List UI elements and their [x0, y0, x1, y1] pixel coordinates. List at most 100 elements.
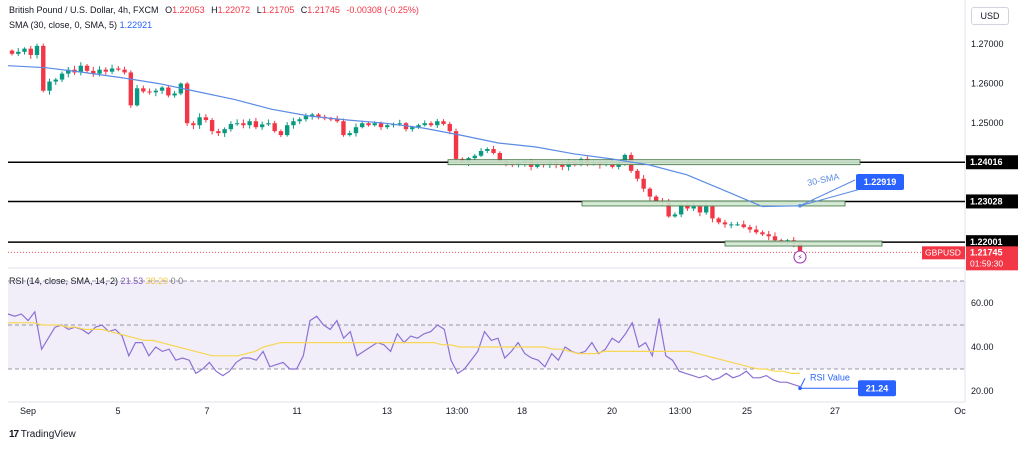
- candle-body: [766, 234, 771, 237]
- price-tick-label: 1.25000: [971, 118, 1004, 128]
- level-price-tag: [966, 194, 1018, 209]
- rsi-annotation-label: RSI Value: [810, 372, 850, 382]
- candle-body: [203, 117, 209, 121]
- open-label: O: [165, 5, 173, 15]
- candle-body: [197, 117, 202, 126]
- sma-line: [7, 65, 801, 208]
- candle-body: [266, 123, 271, 125]
- candle-body: [428, 123, 434, 126]
- candle-body: [535, 163, 540, 167]
- last-price-label: 1.21745: [970, 247, 1003, 257]
- candle-body: [78, 65, 83, 73]
- level-price-label: 1.23028: [970, 196, 1003, 206]
- sr-zone: [724, 240, 883, 247]
- candle-body: [103, 69, 108, 72]
- sma-annotation-leader: [799, 189, 859, 207]
- candle-body: [678, 204, 684, 215]
- candle-body: [435, 121, 440, 126]
- candle-body: [22, 48, 27, 52]
- candle-body: [560, 164, 565, 167]
- candle-body: [272, 123, 277, 132]
- candle-body: [284, 125, 290, 136]
- candle-body: [772, 236, 778, 241]
- candle-body: [234, 123, 240, 125]
- candle-body: [341, 121, 346, 136]
- candle-body: [16, 51, 21, 54]
- symbol-header: British Pound / U.S. Dollar, 4h, FXCM O1…: [9, 5, 423, 15]
- candle-body: [441, 121, 446, 125]
- price-tick-label: 1.27000: [971, 39, 1004, 49]
- sr-zone: [581, 200, 846, 207]
- candle-body: [228, 124, 234, 130]
- candle-body: [754, 229, 759, 233]
- candle-body: [253, 121, 259, 128]
- candle-body: [97, 69, 102, 74]
- rsi-ma-line: [8, 322, 800, 374]
- rsi-legend-label: RSI (14, close, SMA, 14, 2): [9, 276, 119, 286]
- candle-body: [84, 65, 90, 71]
- sma-legend-label: SMA (30, close, 0, SMA, 5): [9, 20, 118, 30]
- candle-body: [422, 123, 427, 126]
- time-tick-label: 7: [204, 406, 209, 416]
- open-value: 1.22053: [172, 5, 205, 15]
- level-price-tag: [966, 155, 1018, 170]
- candle-body: [153, 90, 159, 93]
- candle-body: [647, 188, 653, 197]
- candle-body: [353, 127, 359, 134]
- candle-body: [472, 155, 477, 159]
- time-tick-label: 25: [742, 406, 752, 416]
- candle-body: [385, 125, 390, 128]
- high-label: H: [211, 5, 218, 15]
- candle-body: [172, 93, 177, 96]
- candle-body: [760, 232, 765, 235]
- candle-body: [259, 124, 265, 128]
- candle-body: [622, 154, 628, 163]
- time-tick-label: 27: [830, 406, 840, 416]
- candle-body: [347, 133, 352, 136]
- candle-body: [166, 87, 171, 96]
- candle-body: [41, 45, 46, 91]
- tradingview-logo-text: TradingView: [20, 429, 76, 440]
- symbol-tag: [922, 246, 965, 260]
- close-value: 1.21745: [307, 5, 340, 15]
- candle-body: [672, 214, 678, 217]
- candle-body: [485, 149, 490, 151]
- candle-body: [91, 70, 96, 74]
- candle-body: [191, 123, 196, 126]
- level-price-label: 1.22001: [970, 237, 1003, 247]
- sr-zone: [447, 159, 861, 166]
- sma-legend[interactable]: SMA (30, close, 0, SMA, 5) 1.22921: [9, 20, 152, 30]
- alert-icon: [793, 250, 807, 264]
- alert-icon-glyph: ⚡: [797, 253, 803, 262]
- candle-body: [241, 123, 246, 126]
- candle-body: [53, 79, 58, 82]
- candle-body: [222, 129, 227, 134]
- rsi-tick-label: 40.00: [971, 342, 994, 352]
- tradingview-logo-icon: 17: [9, 429, 19, 440]
- time-tick-label: 13:00: [446, 406, 469, 416]
- candle-body: [360, 123, 365, 128]
- candle-body: [666, 202, 671, 217]
- candle-body: [685, 204, 690, 209]
- candle-body: [328, 118, 334, 120]
- candle-body: [47, 81, 52, 91]
- candle-body: [128, 72, 134, 106]
- candle-body: [28, 48, 33, 55]
- sma-annotation-label: 30-SMA: [806, 171, 840, 188]
- candle-body: [497, 152, 502, 161]
- rsi-legend-value: 21.53: [120, 276, 144, 286]
- candle-body: [303, 116, 309, 120]
- tradingview-logo[interactable]: 17 TradingView: [9, 429, 76, 440]
- candle-body: [416, 125, 421, 128]
- candle-body: [297, 119, 302, 122]
- level-price-tag: [966, 235, 1018, 250]
- candle-body: [735, 224, 740, 226]
- symbol-tag-label: GBPUSD: [925, 247, 961, 257]
- candle-body: [134, 88, 140, 106]
- symbol-title[interactable]: British Pound / U.S. Dollar, 4h, FXCM: [9, 5, 159, 15]
- currency-button[interactable]: USD: [971, 7, 1009, 25]
- candle-body: [59, 73, 65, 80]
- candle-body: [378, 123, 384, 128]
- candle-body: [141, 88, 146, 92]
